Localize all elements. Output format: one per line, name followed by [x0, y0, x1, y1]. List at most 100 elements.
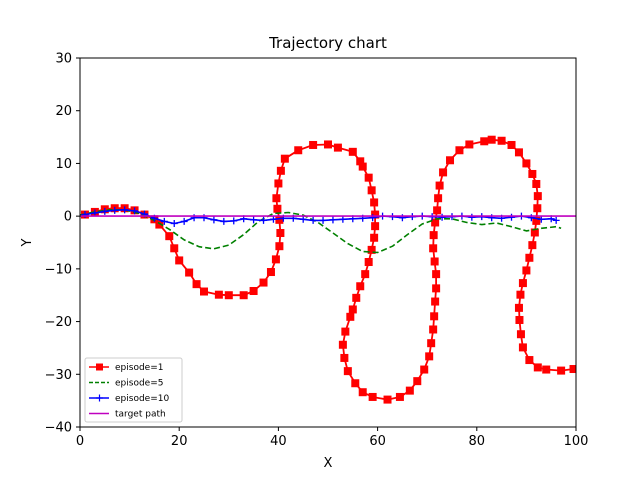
x-tick-label: 100: [564, 434, 589, 449]
data-point: [276, 229, 285, 238]
data-point: [294, 146, 303, 155]
data-point: [516, 330, 525, 339]
data-point: [431, 218, 440, 227]
data-point: [532, 216, 541, 225]
data-point: [522, 159, 531, 168]
data-point: [371, 210, 380, 219]
data-point: [309, 216, 317, 224]
data-point: [429, 325, 438, 334]
data-point: [121, 206, 129, 214]
data-point: [557, 366, 566, 375]
data-point: [514, 148, 523, 157]
data-point: [276, 166, 285, 175]
x-tick-label: 60: [369, 434, 386, 449]
data-point: [275, 242, 284, 251]
data-point: [438, 213, 446, 221]
data-point: [220, 217, 228, 225]
data-point: [395, 392, 404, 401]
data-point: [272, 194, 281, 203]
data-point: [480, 137, 489, 146]
data-point: [299, 215, 307, 223]
data-point: [250, 216, 258, 224]
data-point: [465, 140, 474, 149]
series-episode-5: [80, 209, 562, 254]
y-tick-label: 30: [55, 52, 72, 67]
data-point: [269, 215, 277, 223]
data-point: [532, 179, 541, 188]
legend-label: episode=5: [115, 379, 163, 389]
data-point: [430, 257, 439, 266]
legend-label: target path: [115, 410, 166, 420]
data-point: [508, 213, 516, 221]
data-point: [210, 216, 218, 224]
data-point: [420, 365, 429, 374]
data-point: [266, 268, 275, 277]
data-point: [111, 206, 119, 214]
data-point: [542, 365, 551, 374]
data-point: [429, 231, 438, 240]
data-point: [180, 217, 188, 225]
data-point: [160, 217, 168, 225]
data-point: [358, 162, 367, 171]
data-point: [239, 291, 248, 300]
data-point: [319, 216, 327, 224]
data-point: [192, 280, 201, 289]
data-point: [515, 315, 524, 324]
data-point: [370, 198, 379, 207]
data-point: [507, 140, 516, 149]
x-tick-label: 20: [171, 434, 188, 449]
data-point: [525, 356, 534, 365]
data-point: [434, 194, 443, 203]
y-tick-label: −10: [45, 262, 72, 277]
data-point: [165, 232, 174, 241]
data-point: [346, 312, 355, 321]
data-point: [280, 154, 289, 163]
data-point: [367, 186, 376, 195]
legend-box: [84, 357, 183, 423]
data-point: [273, 204, 282, 213]
data-point: [514, 303, 523, 312]
data-point: [185, 268, 194, 277]
data-point: [430, 312, 439, 321]
data-point: [309, 140, 318, 149]
data-point: [356, 282, 365, 291]
data-point: [352, 293, 361, 302]
legend-item: episode=10: [89, 394, 169, 404]
data-point: [518, 343, 527, 352]
data-point: [224, 291, 233, 300]
y-tick-label: 10: [55, 157, 72, 172]
legend-item: episode=1: [89, 363, 163, 373]
data-point: [383, 395, 392, 404]
data-point: [339, 215, 347, 223]
data-point: [425, 352, 434, 361]
x-tick-label: 80: [469, 434, 486, 449]
legend-item: target path: [89, 410, 166, 420]
y-axis: −40 −30 −20 −10 0 10 20 30: [45, 52, 80, 436]
legend: episode=1 episode=5 episode=10 target path: [84, 357, 183, 423]
data-point: [155, 220, 164, 229]
data-point: [131, 207, 139, 215]
legend-label: episode=10: [115, 394, 169, 404]
data-point: [439, 168, 448, 177]
series-layer: [80, 135, 576, 404]
data-point: [274, 179, 283, 188]
data-point: [569, 365, 576, 374]
chart-title: Trajectory chart: [268, 34, 387, 52]
data-point: [370, 233, 379, 242]
x-axis: 0 20 40 60 80 100: [76, 427, 589, 449]
series-line: [80, 209, 562, 254]
data-point: [348, 147, 357, 156]
data-point: [333, 143, 342, 152]
data-point: [533, 204, 542, 213]
data-point: [533, 363, 542, 372]
y-axis-title: Y: [20, 238, 35, 247]
plot-area-frame: [79, 57, 577, 428]
y-tick-label: −30: [45, 368, 72, 383]
data-point: [200, 287, 208, 296]
data-point: [435, 181, 444, 190]
data-point: [170, 220, 178, 228]
data-point: [367, 245, 376, 254]
data-point: [338, 340, 347, 349]
data-point: [329, 216, 337, 224]
legend-item: episode=5: [89, 379, 163, 389]
